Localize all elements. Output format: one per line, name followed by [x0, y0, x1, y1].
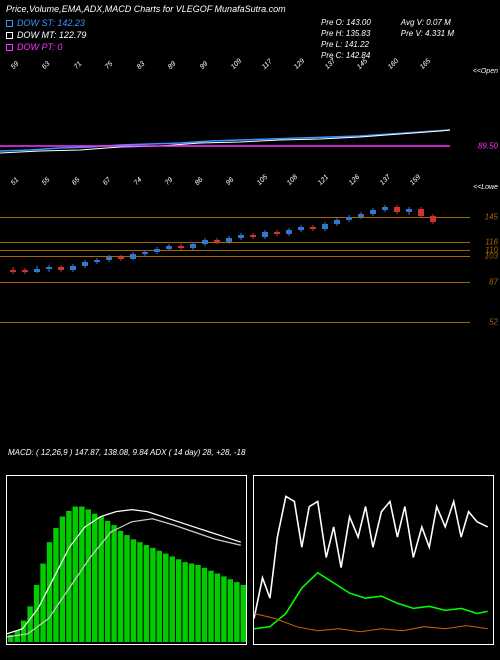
legend-label: DOW PT: 0 [17, 42, 62, 52]
y-axis-label: 52 [489, 318, 498, 327]
legend-row: DOW ST: 142.23 DOW MT: 122.79 DOW PT: 0 Pr… [0, 18, 500, 60]
indicator-row [0, 475, 500, 645]
stat-item: Pre O: 143.00 [321, 18, 371, 27]
candlestick-panel: 5155656774798696105108121126137159 <<Low… [0, 182, 500, 372]
upper-price-panel: 59637175838999109117129137145160165 <<Op… [0, 66, 500, 176]
upper-axis-tag: <<Open [473, 68, 498, 75]
y-axis-label: 103 [485, 252, 498, 261]
upper-ref-label: 89.50 [478, 142, 498, 151]
indicator-header: MACD: ( 12,26,9 ) 147.87, 138.08, 9.84 A… [0, 448, 500, 461]
legend-item: DOW PT: 0 [6, 42, 86, 52]
adx-panel [253, 475, 494, 645]
stat-item: Pre V: 4.331 M [401, 29, 454, 38]
legend-swatch [6, 44, 13, 51]
candle-axis-tag: <<Lowe [473, 184, 498, 191]
stat-item: Pre L: 141.22 [321, 40, 371, 49]
stat-item: Pre H: 135.83 [321, 29, 371, 38]
stats-block: Pre O: 143.00 Pre H: 135.83 Pre L: 141.22 P… [321, 18, 454, 60]
macd-panel [6, 475, 247, 645]
stat-item: Avg V: 0.07 M [401, 18, 454, 27]
legend-label: DOW ST: 142.23 [17, 18, 85, 28]
y-axis-label: 145 [485, 213, 498, 222]
legend-item: DOW ST: 142.23 [6, 18, 86, 28]
legend-swatch [6, 20, 13, 27]
y-axis-label: 87 [489, 278, 498, 287]
legend-label: DOW MT: 122.79 [17, 30, 86, 40]
chart-title: Price,Volume,EMA,ADX,MACD Charts for VLE… [0, 0, 500, 18]
legend-left: DOW ST: 142.23 DOW MT: 122.79 DOW PT: 0 [6, 18, 86, 60]
legend-item: DOW MT: 122.79 [6, 30, 86, 40]
legend-swatch [6, 32, 13, 39]
